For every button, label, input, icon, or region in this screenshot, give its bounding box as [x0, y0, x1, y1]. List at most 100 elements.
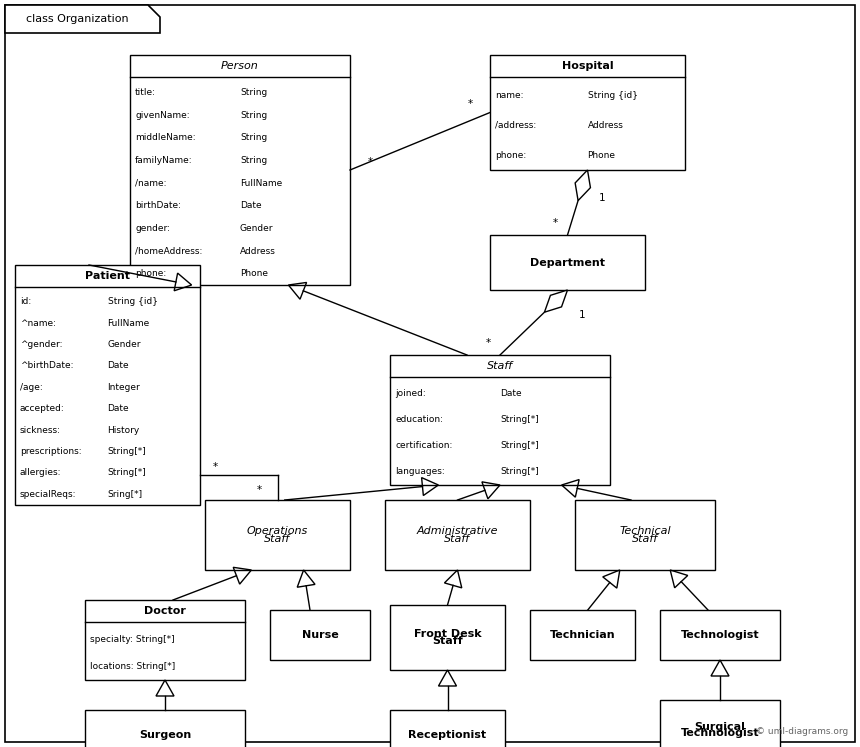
Bar	[390, 710, 505, 747]
Text: Person: Person	[221, 61, 259, 71]
Text: Staff: Staff	[264, 533, 291, 544]
Bar	[530, 610, 635, 660]
Polygon shape	[544, 290, 568, 312]
Text: phone:: phone:	[495, 151, 526, 160]
Text: locations: String[*]: locations: String[*]	[90, 662, 175, 671]
Text: familyName:: familyName:	[135, 156, 193, 165]
Text: Surgeon: Surgeon	[138, 730, 191, 740]
Text: /age:: /age:	[20, 382, 43, 391]
Text: *: *	[553, 218, 558, 228]
Text: name:: name:	[495, 91, 524, 100]
Text: String: String	[240, 156, 267, 165]
Text: String[*]: String[*]	[500, 441, 538, 450]
Text: prescriptions:: prescriptions:	[20, 447, 82, 456]
Text: Date: Date	[240, 201, 261, 210]
Text: middleName:: middleName:	[135, 133, 195, 142]
Text: Staff: Staff	[632, 533, 658, 544]
Text: Date: Date	[108, 362, 129, 371]
Bar	[130, 55, 350, 285]
Text: *: *	[468, 99, 472, 110]
Text: allergies:: allergies:	[20, 468, 62, 477]
Text: String[*]: String[*]	[500, 468, 538, 477]
Text: Integer: Integer	[108, 382, 140, 391]
Bar	[15, 265, 200, 505]
Text: ^name:: ^name:	[20, 319, 56, 328]
Text: Staff: Staff	[445, 533, 470, 544]
Text: String[*]: String[*]	[108, 447, 146, 456]
Text: ^birthDate:: ^birthDate:	[20, 362, 73, 371]
Text: Phone: Phone	[587, 151, 616, 160]
Bar	[490, 235, 645, 290]
Bar	[385, 500, 530, 570]
Text: Staff: Staff	[487, 361, 513, 371]
Text: 1: 1	[579, 310, 586, 320]
Bar	[85, 600, 245, 680]
Text: FullName: FullName	[108, 319, 150, 328]
Bar	[575, 500, 715, 570]
Text: Staff: Staff	[432, 636, 463, 646]
Bar	[390, 355, 610, 485]
Text: *: *	[367, 157, 372, 167]
Text: FullName: FullName	[240, 179, 282, 187]
Text: specialty: String[*]: specialty: String[*]	[90, 635, 175, 644]
Text: /name:: /name:	[135, 179, 167, 187]
Text: Date: Date	[500, 389, 522, 398]
Text: ^gender:: ^gender:	[20, 340, 63, 349]
Text: Doctor: Doctor	[144, 606, 186, 616]
Text: String {id}: String {id}	[108, 297, 157, 306]
Text: Phone: Phone	[240, 269, 268, 278]
Text: joined:: joined:	[395, 389, 426, 398]
Bar	[270, 610, 370, 660]
Text: Patient: Patient	[85, 271, 130, 281]
Text: History: History	[108, 426, 139, 435]
Text: Technical: Technical	[619, 527, 671, 536]
Text: certification:: certification:	[395, 441, 452, 450]
Text: 1: 1	[599, 193, 605, 203]
Text: Address: Address	[240, 247, 276, 255]
Bar	[205, 500, 350, 570]
Text: © uml-diagrams.org: © uml-diagrams.org	[756, 728, 848, 737]
Text: phone:: phone:	[135, 269, 166, 278]
Text: *: *	[257, 485, 262, 495]
Text: String {id}: String {id}	[587, 91, 637, 100]
Text: Department: Department	[530, 258, 605, 267]
Text: String[*]: String[*]	[108, 468, 146, 477]
Text: accepted:: accepted:	[20, 404, 64, 413]
Text: Date: Date	[108, 404, 129, 413]
Text: Technologist: Technologist	[680, 630, 759, 640]
Text: Administrative: Administrative	[417, 527, 498, 536]
Text: education:: education:	[395, 415, 443, 424]
Bar	[660, 700, 780, 747]
Text: /address:: /address:	[495, 121, 537, 130]
Text: Technician: Technician	[550, 630, 615, 640]
Polygon shape	[575, 170, 591, 201]
Text: gender:: gender:	[135, 224, 170, 233]
Text: Gender: Gender	[108, 340, 141, 349]
Text: String: String	[240, 88, 267, 97]
Text: Surgical: Surgical	[695, 722, 746, 731]
Text: Address: Address	[587, 121, 623, 130]
Text: Gender: Gender	[240, 224, 273, 233]
Text: Hospital: Hospital	[562, 61, 613, 71]
Bar	[660, 610, 780, 660]
Text: *: *	[212, 462, 218, 472]
Text: Front Desk: Front Desk	[414, 629, 482, 639]
Text: *: *	[485, 338, 490, 348]
Text: sickness:: sickness:	[20, 426, 61, 435]
Text: Technologist: Technologist	[680, 728, 759, 739]
Text: /homeAddress:: /homeAddress:	[135, 247, 202, 255]
Text: id:: id:	[20, 297, 31, 306]
Text: Operations: Operations	[247, 527, 308, 536]
Text: Sring[*]: Sring[*]	[108, 490, 143, 499]
Bar	[490, 55, 685, 170]
Polygon shape	[5, 5, 160, 33]
Bar	[85, 710, 245, 747]
Text: title:: title:	[135, 88, 156, 97]
Text: Receptionist: Receptionist	[408, 730, 487, 740]
Text: birthDate:: birthDate:	[135, 201, 181, 210]
Bar	[390, 605, 505, 670]
Text: String[*]: String[*]	[500, 415, 538, 424]
Text: Nurse: Nurse	[302, 630, 338, 640]
Text: languages:: languages:	[395, 468, 445, 477]
Text: specialReqs:: specialReqs:	[20, 490, 77, 499]
